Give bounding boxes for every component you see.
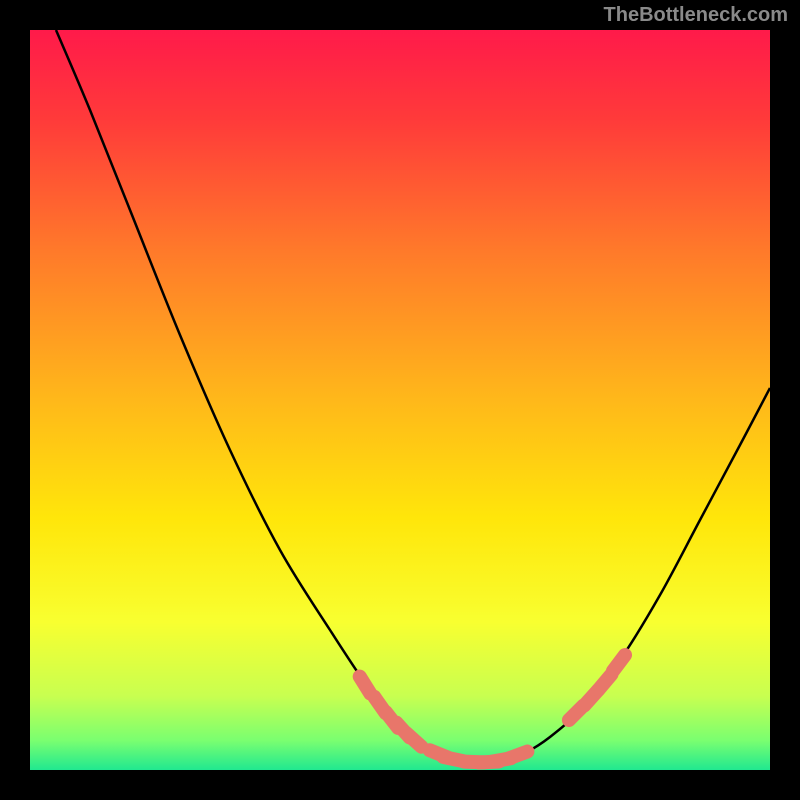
- plot-area: [30, 30, 770, 770]
- curve-layer: [30, 30, 770, 770]
- curve-marker: [613, 655, 625, 671]
- watermark-text: TheBottleneck.com: [604, 4, 788, 27]
- curve-marker: [360, 677, 371, 694]
- bottleneck-curve: [56, 30, 770, 762]
- curve-marker: [509, 752, 528, 759]
- curve-marker: [407, 733, 422, 746]
- marker-group: [360, 655, 625, 763]
